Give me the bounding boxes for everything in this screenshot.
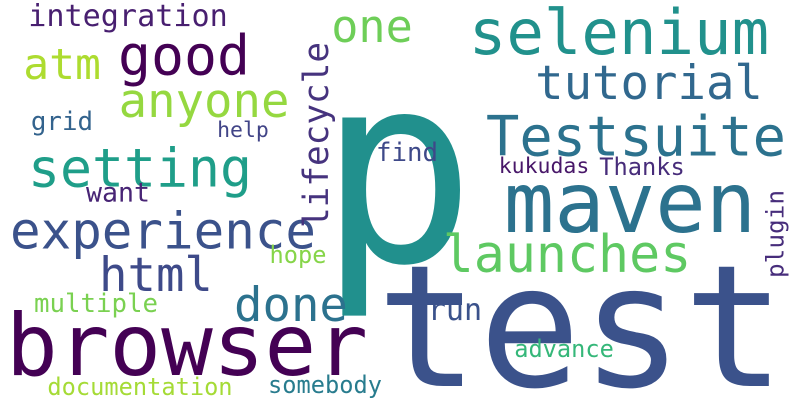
word-launches: launches — [442, 225, 692, 285]
word-testsuite: Testsuite — [486, 105, 786, 170]
word-kukudas: kukudas — [498, 154, 590, 179]
word-maven: maven — [503, 154, 757, 252]
word-p: p — [318, 17, 477, 323]
word-documentation: documentation — [47, 373, 233, 400]
word-setting: setting — [28, 137, 253, 200]
word-html: html — [99, 248, 213, 303]
word-hope: hope — [269, 241, 327, 269]
word-atm: atm — [23, 40, 101, 90]
word-tutorial: tutorial — [535, 56, 763, 111]
word-multiple: multiple — [34, 289, 159, 319]
word-integration: integration — [28, 0, 228, 34]
word-lifecycle: lifecycle — [297, 41, 337, 228]
word-somebody: somebody — [268, 371, 382, 399]
word-run: run — [427, 293, 483, 328]
word-thanks: Thanks — [599, 153, 685, 181]
word-selenium: selenium — [468, 0, 770, 69]
word-anyone: anyone — [118, 74, 290, 129]
word-advance: advance — [514, 335, 614, 363]
word-find: find — [376, 138, 439, 168]
word-grid: grid — [30, 107, 94, 137]
word-done: done — [234, 278, 348, 333]
word-experience: experience — [10, 201, 317, 261]
word-want: want — [86, 177, 151, 209]
word-test: test — [376, 229, 786, 400]
word-good: good — [118, 23, 250, 88]
word-browser: browser — [6, 296, 368, 397]
word-plugin: plugin — [760, 190, 790, 278]
word-help: help — [217, 118, 269, 143]
word-one: one — [331, 0, 413, 53]
